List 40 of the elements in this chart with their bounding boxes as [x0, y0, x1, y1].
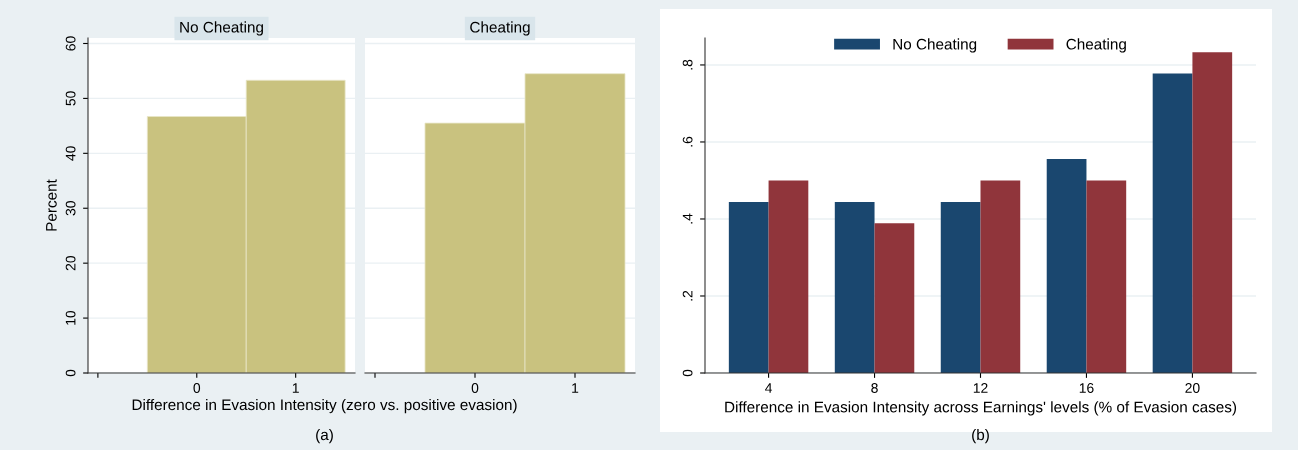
y-tick-label: .2	[682, 290, 693, 301]
x-tick-label: 4	[765, 383, 773, 393]
y-tick-label: .8	[682, 59, 693, 70]
bar	[1152, 73, 1193, 373]
bar	[728, 202, 769, 373]
y-tick-label: 40	[65, 146, 76, 161]
x-tick-label: 16	[1079, 383, 1094, 393]
chart-title: Cheating	[470, 21, 530, 36]
x-tick-label: 8	[871, 383, 878, 393]
y-tick-label: 60	[65, 36, 76, 51]
text: (a)	[316, 428, 333, 444]
bar	[1192, 52, 1233, 373]
y-axis-title: Percent	[46, 179, 57, 231]
chart-title: No Cheating	[180, 21, 263, 36]
x-tick-label: 12	[973, 383, 988, 393]
bar	[1046, 158, 1087, 373]
y-tick-label: .4	[682, 213, 693, 224]
x-tick-label: 1	[572, 383, 579, 393]
legend-label: No Cheating	[893, 38, 977, 53]
x-tick-label: 1	[292, 383, 299, 393]
bar	[980, 180, 1021, 373]
bar	[834, 202, 875, 373]
bar	[1086, 180, 1127, 373]
x-axis-title: Difference in Evasion Intensity across Earnings' levels (% of Evasion cases)	[725, 401, 1237, 416]
y-tick-label: 10	[65, 310, 76, 325]
bar	[768, 180, 809, 373]
y-tick-label: 30	[65, 201, 76, 216]
x-tick-label: 0	[471, 383, 479, 393]
y-tick-label: 0	[65, 369, 76, 377]
text: (b)	[972, 428, 989, 444]
y-tick-label: .6	[682, 136, 693, 147]
x-tick-label: 0	[193, 383, 201, 393]
y-tick-label: 0	[682, 369, 693, 377]
bar	[874, 223, 915, 373]
y-tick-label: 20	[65, 255, 76, 271]
y-tick-label: 50	[65, 91, 76, 106]
x-tick-label: 20	[1185, 383, 1200, 393]
bar	[940, 202, 981, 373]
x-axis-title: Difference in Evasion Intensity (zero vs. positive evasion)	[132, 398, 517, 414]
legend-label: Cheating	[1066, 38, 1126, 53]
